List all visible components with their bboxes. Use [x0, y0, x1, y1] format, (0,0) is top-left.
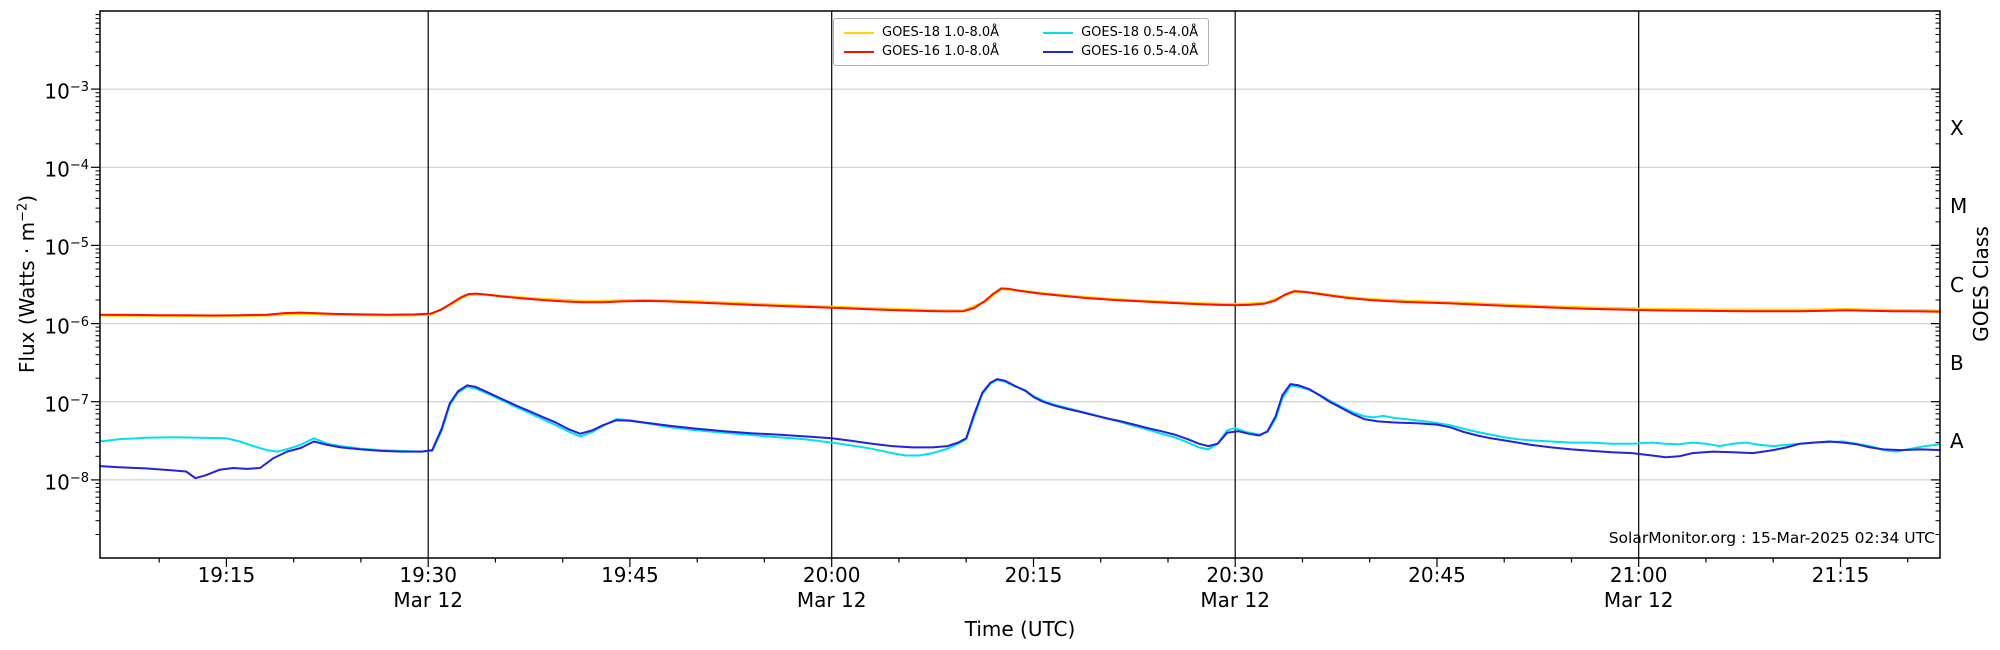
y-tick-label: 10−8: [19, 469, 89, 493]
y-tick-exponent: −5: [69, 236, 89, 252]
x-tick-label: 21:00: [1609, 563, 1668, 587]
legend-label: GOES-16 1.0-8.0Å: [882, 44, 1000, 59]
legend-label: GOES-18 0.5-4.0Å: [1081, 25, 1199, 40]
x-tick-label: 20:00: [802, 563, 861, 587]
x-axis-label: Time (UTC): [964, 617, 1076, 641]
goes-class-letter: X: [1950, 116, 1964, 141]
x-tick-label: 20:45: [1408, 563, 1466, 587]
y-tick-base: 10: [44, 314, 70, 339]
legend-line-swatch: [844, 31, 874, 34]
y-tick-base: 10: [44, 157, 70, 182]
y-tick-label: 10−6: [19, 313, 89, 337]
flux-series-1: [99, 287, 1941, 317]
goes-class-letter: C: [1950, 272, 1964, 297]
y-tick-base: 10: [44, 236, 70, 261]
legend: GOES-18 1.0-8.0Å GOES-18 0.5-4.0Å GOES-16 …: [833, 18, 1210, 66]
x-tick-date-label: Mar 12: [1200, 588, 1270, 612]
x-tick-label: 20:15: [1004, 563, 1063, 587]
watermark-text: SolarMonitor.org : 15-Mar-2025 02:34 UTC: [1608, 529, 1935, 547]
flux-series-2: [99, 378, 1941, 457]
y-tick-exponent: −8: [69, 470, 89, 486]
x-tick-date-label: Mar 12: [796, 588, 867, 612]
goes-class-letter: A: [1950, 428, 1964, 453]
goes-class-letter: M: [1950, 194, 1968, 219]
legend-line-swatch: [1043, 31, 1074, 34]
x-tick-label: 19:30: [399, 563, 457, 587]
y-tick-exponent: −7: [69, 392, 89, 408]
legend-item: GOES-18 0.5-4.0Å: [1043, 25, 1198, 40]
legend-item: GOES-16 1.0-8.0Å: [844, 44, 999, 59]
legend-label: GOES-16 0.5-4.0Å: [1081, 44, 1199, 59]
y-tick-label: 10−5: [19, 234, 89, 258]
y-tick-label: 10−7: [19, 391, 89, 415]
x-tick-label: 19:45: [601, 563, 659, 587]
y-axis-label-flux-exponent: −2: [15, 202, 31, 222]
flux-series-0: [98, 287, 1942, 318]
x-tick-date-label: Mar 12: [393, 588, 463, 612]
plot-frame: [99, 10, 1941, 559]
x-tick-date-label: Mar 12: [1603, 588, 1674, 612]
y-tick-exponent: −4: [69, 158, 89, 174]
flux-series-3: [99, 378, 1941, 480]
y-tick-exponent: −6: [69, 314, 89, 330]
legend-item: GOES-18 1.0-8.0Å: [844, 25, 999, 40]
y-tick-label: 10−4: [19, 156, 89, 180]
legend-line-swatch: [1043, 50, 1074, 53]
x-tick-label: 21:15: [1811, 563, 1870, 587]
y-tick-label: 10−3: [19, 78, 89, 102]
y-axis-label-flux: Flux (Watts · m−2): [15, 195, 39, 373]
y-tick-base: 10: [44, 470, 70, 495]
y-tick-base: 10: [44, 392, 70, 417]
x-tick-label: 20:30: [1206, 563, 1264, 587]
legend-label: GOES-18 1.0-8.0Å: [882, 25, 1000, 40]
x-tick-label: 19:15: [197, 563, 256, 587]
y-axis-label-flux-suffix: ): [15, 194, 39, 203]
legend-line-swatch: [844, 50, 874, 53]
y-axis-label-goes-class: GOES Class: [1969, 226, 1993, 342]
legend-item: GOES-16 0.5-4.0Å: [1043, 44, 1198, 59]
y-tick-base: 10: [44, 79, 70, 104]
y-tick-exponent: −3: [69, 80, 89, 96]
goes-class-letter: B: [1950, 350, 1964, 375]
